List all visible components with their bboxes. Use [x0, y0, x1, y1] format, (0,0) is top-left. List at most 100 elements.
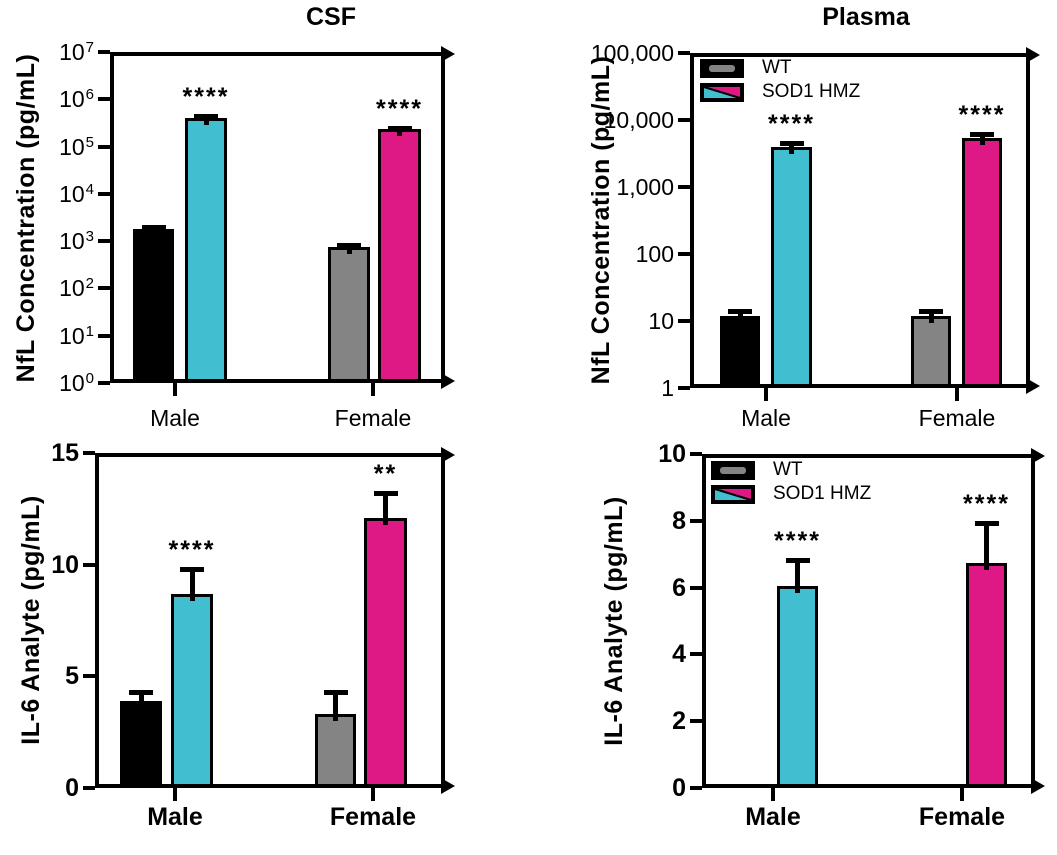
error-bar-cap [337, 243, 361, 249]
bar-female-sod1-hmz [378, 129, 421, 379]
plot-frame-csf-il6 [95, 453, 445, 788]
plot-frame-plasma-nfl [690, 53, 1030, 388]
legend-swatch-sod1-icon [711, 485, 755, 504]
bar-male-sod1-hmz [771, 146, 812, 384]
error-bar-cap [779, 140, 804, 146]
bar-female-sod1-hmz [966, 562, 1007, 784]
bar-male-wt [133, 229, 174, 379]
y-tick [690, 585, 702, 590]
error-bar-line [789, 140, 794, 154]
x-tick [764, 388, 768, 401]
y-tick-label: 4 [672, 640, 686, 669]
y-axis-label-plasma-nfl: NfL Concentration (pg/mL) [587, 55, 615, 385]
bar-male-wt [120, 700, 162, 784]
x-tick [371, 383, 375, 396]
error-bar-line [928, 309, 934, 323]
significance-stars: **** [182, 82, 230, 111]
axis-arrow-icon [441, 46, 455, 62]
legend-swatch-wt-icon [711, 461, 755, 480]
significance-stars: **** [768, 109, 815, 138]
y-tick [98, 191, 110, 196]
error-bar-line [189, 566, 195, 601]
y-tick-label: 101 [59, 322, 94, 349]
y-tick-label: 5 [65, 662, 79, 691]
x-category-label: Female [918, 803, 1006, 831]
y-tick-label: 1 [661, 375, 674, 401]
bar-female-wt [328, 247, 370, 379]
y-tick [98, 50, 110, 54]
axis-arrow-icon [441, 373, 455, 389]
y-tick-label: 15 [51, 439, 79, 467]
error-bar-line [979, 132, 985, 145]
error-bar-line [346, 243, 352, 255]
y-tick [83, 674, 95, 679]
y-tick [678, 51, 690, 55]
error-bar-cap [970, 132, 994, 138]
error-bar-line [203, 113, 209, 126]
y-tick [678, 386, 690, 390]
error-bar-cap [129, 689, 153, 695]
error-bar-line [138, 689, 144, 708]
y-tick-label: 105 [59, 133, 94, 160]
y-tick [678, 252, 690, 256]
y-tick-label: 103 [59, 228, 94, 255]
y-tick [98, 333, 110, 338]
axis-arrow-icon [1026, 47, 1040, 63]
x-category-label: Male [150, 405, 200, 431]
x-category-label: Female [918, 405, 996, 431]
x-tick [173, 788, 177, 801]
y-tick [83, 562, 95, 567]
y-tick-label: 2 [672, 707, 686, 736]
legend-label-sod1-hmz: SOD1 HMZ [773, 483, 872, 504]
error-bar-line [984, 520, 989, 570]
y-tick-label: 10 [51, 550, 79, 579]
x-category-label: Male [147, 803, 203, 831]
y-tick-label: 102 [59, 275, 94, 302]
error-bar-line [737, 309, 743, 323]
y-tick [678, 319, 690, 323]
x-category-label: Female [329, 803, 417, 831]
axis-arrow-icon [441, 447, 455, 463]
error-bar-cap [974, 520, 999, 526]
plot-frame-plasma-il6 [702, 454, 1035, 788]
plot-frame-csf-nfl [110, 52, 445, 383]
y-tick-label: 106 [59, 86, 94, 113]
y-tick [98, 239, 110, 244]
panel-title-csf: CSF [306, 3, 356, 31]
error-bar-cap [387, 126, 412, 132]
y-tick [98, 286, 110, 291]
legend-sod1-split-icon [714, 488, 752, 501]
error-bar-line [151, 224, 156, 237]
y-tick [678, 185, 690, 189]
axis-arrow-icon [1031, 778, 1045, 794]
panel-title-plasma: Plasma [822, 3, 910, 31]
axis-arrow-icon [1031, 448, 1045, 464]
legend-sod1-split-icon [703, 86, 741, 99]
y-tick-label: 10 [658, 440, 686, 468]
y-tick-label: 100 [635, 241, 674, 267]
y-tick-label: 100,000 [590, 40, 674, 66]
y-tick-label: 0 [65, 774, 79, 802]
bar-female-wt [315, 714, 356, 784]
error-bar-cap [323, 689, 348, 695]
x-tick [771, 788, 775, 801]
y-axis-label-plasma-il6: IL-6 Analyte (pg/mL) [600, 496, 628, 746]
error-bar-cap [728, 309, 752, 315]
error-bar-cap [373, 490, 398, 496]
error-bar-cap [785, 557, 810, 563]
significance-stars: **** [774, 526, 821, 555]
y-tick [98, 144, 110, 149]
x-tick [955, 388, 959, 401]
y-tick [98, 381, 110, 385]
x-category-label: Male [745, 803, 801, 831]
y-tick [690, 652, 702, 657]
y-tick-label: 8 [672, 506, 686, 535]
y-axis-label-csf-il6: IL-6 Analyte (pg/mL) [17, 495, 45, 745]
y-tick [98, 97, 110, 102]
error-bar-line [397, 126, 402, 137]
bar-female-sod1-hmz [962, 137, 1002, 384]
error-bar-line [333, 689, 338, 722]
x-tick [960, 788, 964, 801]
axis-arrow-icon [1026, 378, 1040, 394]
